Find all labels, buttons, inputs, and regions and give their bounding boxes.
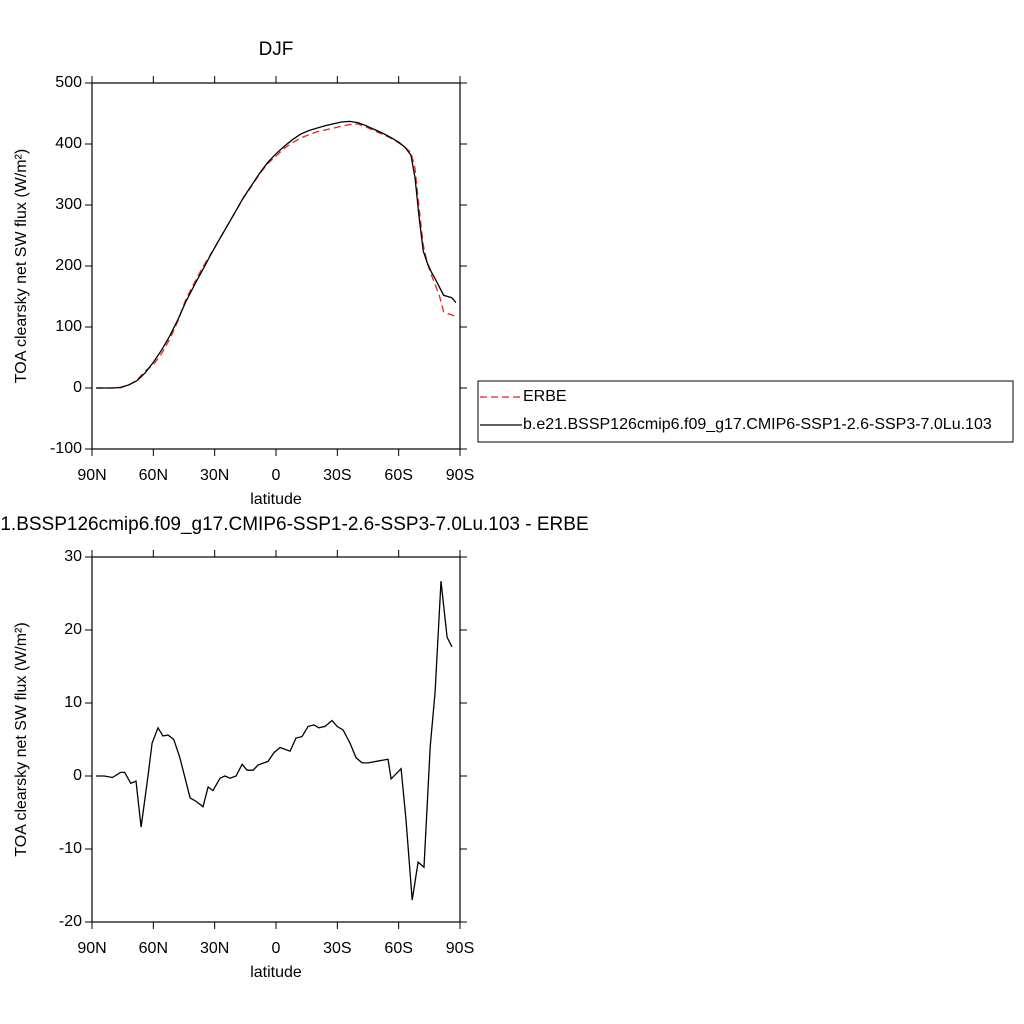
x-tick-label: 90N [77, 467, 106, 484]
x-tick-label: 90S [446, 467, 474, 484]
y-tick-label: 200 [55, 257, 82, 274]
x-tick-label: 90N [77, 940, 106, 957]
x-tick-label: 60S [384, 940, 412, 957]
x-tick-label: 60N [139, 940, 168, 957]
x-tick-label: 60N [139, 467, 168, 484]
y-tick-label: 400 [55, 135, 82, 152]
plot-frame [91, 556, 461, 923]
x-tick-label: 90S [446, 940, 474, 957]
x-tick-label: 30N [200, 467, 229, 484]
y-tick-label: -100 [50, 440, 82, 457]
x-tick-label: 0 [272, 467, 281, 484]
y-tick-label: 30 [64, 548, 82, 565]
data-line [96, 123, 457, 389]
x-axis-label: latitude [250, 491, 302, 508]
x-axis-label: latitude [250, 964, 302, 981]
x-tick-label: 60S [384, 467, 412, 484]
x-tick-label: 30S [323, 940, 351, 957]
data-line [96, 581, 453, 901]
y-tick-label: 20 [64, 621, 82, 638]
x-tick-label: 30N [200, 940, 229, 957]
chart-title: DJF [259, 39, 294, 60]
y-tick-label: 10 [64, 694, 82, 711]
y-axis-label: TOA clearsky net SW flux (W/m²) [13, 149, 30, 383]
y-tick-label: 0 [73, 379, 82, 396]
y-tick-label: -20 [59, 913, 82, 930]
chart-title: b.e21.BSSP126cmip6.f09_g17.CMIP6-SSP1-2.… [0, 514, 589, 535]
y-axis-label: TOA clearsky net SW flux (W/m²) [13, 622, 30, 856]
data-line [96, 120, 457, 389]
x-tick-label: 0 [272, 940, 281, 957]
y-tick-label: 500 [55, 74, 82, 91]
legend-box [477, 380, 1014, 443]
plot-frame [91, 82, 461, 450]
y-tick-label: 0 [73, 767, 82, 784]
legend-label: ERBE [523, 388, 567, 405]
y-tick-label: 300 [55, 196, 82, 213]
y-tick-label: 100 [55, 318, 82, 335]
x-tick-label: 30S [323, 467, 351, 484]
y-tick-label: -10 [59, 840, 82, 857]
legend-label: b.e21.BSSP126cmip6.f09_g17.CMIP6-SSP1-2.… [523, 416, 992, 433]
